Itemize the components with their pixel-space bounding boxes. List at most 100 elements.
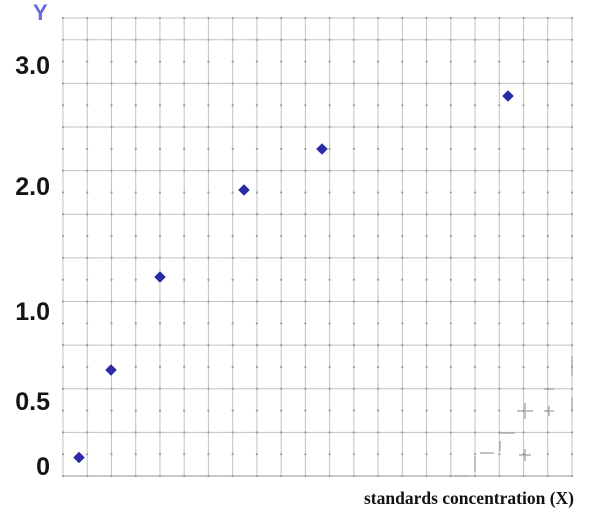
grid-dot [231,409,234,412]
grid-dot [280,16,283,20]
grid-dot [183,365,186,369]
grid-dot [280,365,283,369]
grid-dot [255,191,259,194]
grid-dot [231,191,234,194]
grid-dot [207,16,210,20]
grid-dot [231,234,234,238]
grid-dot [207,125,210,129]
grid-dot [570,147,574,150]
grid-dot [401,169,404,172]
grid-dot [61,344,65,347]
data-point [316,143,328,155]
grid-dot [352,191,355,194]
grid-dot [449,125,452,129]
grid-dot [207,82,210,85]
grid-dot [328,191,331,194]
grid-dot [498,387,501,390]
grid-dot [231,278,234,281]
grid-dot [61,474,65,478]
grid-dot [522,365,525,369]
grid-dot [158,300,162,303]
grid-dot [304,453,307,456]
grid-dot [61,191,65,194]
grid-dot [86,387,89,390]
grid-dot [134,60,137,63]
grid-dot [231,16,234,20]
grid-dot [255,453,259,456]
grid-dot [352,256,355,260]
grid-dot [522,387,525,390]
grid-dot [376,387,380,390]
grid-dot [134,409,137,412]
grid-dot [134,300,137,303]
grid-dot [401,431,404,434]
y-tick-label: 3.0 [15,52,50,80]
grid-dot [280,169,283,172]
grid-dot [449,409,452,412]
grid-dot [304,82,307,85]
grid-dot [86,300,89,303]
grid-dot [86,431,89,434]
grid-dot [425,256,428,260]
grid-dot [376,38,380,41]
grid-dot [352,125,355,129]
grid-dot [522,60,525,63]
grid-dot [546,213,549,216]
grid-dot [183,278,186,281]
grid-dot [376,234,380,238]
grid-dot [304,365,307,369]
grid-dot [498,344,501,347]
grid-dot [352,38,355,41]
grid-dot [401,213,404,216]
grid-dot [376,431,380,434]
y-tick-label: 0 [36,453,50,481]
grid-dot [280,453,283,456]
grid-dot [425,322,428,325]
grid-dot [449,278,452,281]
y-axis-title: Y [33,0,48,25]
grid-dot [207,365,210,369]
grid-dot [546,474,549,478]
grid-dot [328,474,331,478]
grid-dot [183,60,186,63]
grid-dot [328,344,331,347]
grid-dot [207,234,210,238]
grid-dot [570,431,574,434]
grid-dot [207,38,210,41]
grid-dot [401,387,404,390]
grid-dot [425,387,428,390]
grid-dot [328,60,331,63]
grid-dot [425,365,428,369]
grid-dot [231,60,234,63]
grid-dot [473,474,477,478]
grid-dot [280,256,283,260]
grid-dot [134,147,137,150]
grid-dot [546,256,549,260]
grid-dot [473,60,477,63]
grid-dot [425,60,428,63]
grid-dot [231,300,234,303]
grid-dot [86,453,89,456]
grid-dot [304,474,307,478]
grid-dot [570,38,574,41]
grid-dot [498,453,501,456]
grid-dot [328,125,331,129]
grid-dot [158,322,162,325]
grid-dot [328,234,331,238]
grid-dot [110,125,113,129]
grid-dot [86,60,89,63]
grid-dot [158,191,162,194]
grid-dot [134,38,137,41]
grid-dot [328,213,331,216]
grid-dot [134,453,137,456]
grid-dot [231,213,234,216]
grid-dot [522,344,525,347]
grid-dot [522,213,525,216]
grid-dot [522,169,525,172]
grid-dot [231,125,234,129]
grid-dot [110,300,113,303]
grid-dot [473,409,477,412]
grid-dot [352,234,355,238]
grid-dot [183,213,186,216]
